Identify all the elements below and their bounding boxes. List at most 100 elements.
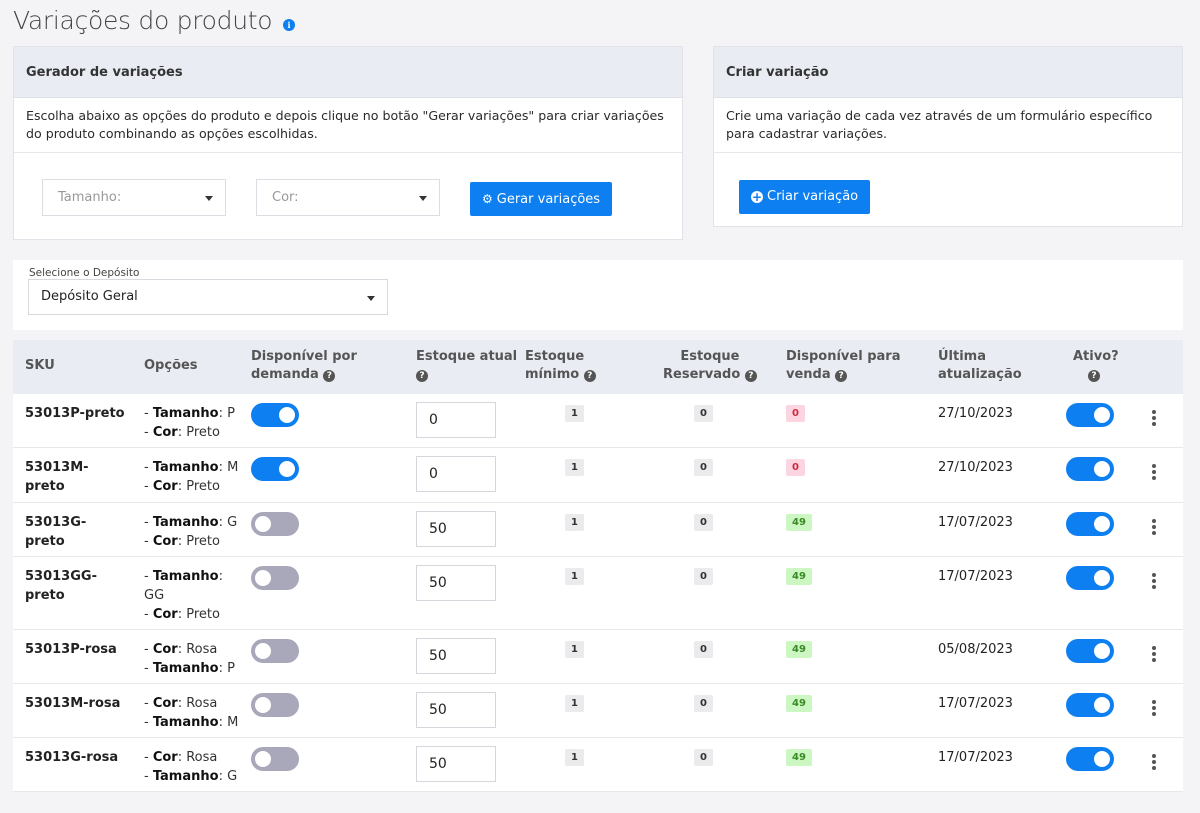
th-available: Disponível para venda ? [786, 348, 900, 384]
th-stock: Estoque atual? [416, 348, 517, 384]
option-value: : M [218, 715, 239, 730]
option-key: Tamanho [152, 569, 219, 584]
stock-input[interactable]: 50 [416, 638, 496, 674]
more-options-icon[interactable] [1149, 410, 1159, 428]
on-demand-toggle[interactable] [251, 403, 299, 427]
on-demand-toggle[interactable] [251, 639, 299, 663]
available-badge: 0 [786, 459, 805, 476]
question-icon[interactable]: ? [583, 370, 596, 382]
on-demand-toggle[interactable] [251, 566, 299, 590]
active-toggle[interactable] [1066, 403, 1114, 427]
option-key: Cor [152, 425, 178, 440]
option-key: Tamanho [152, 460, 219, 475]
deposit-label: Selecione o Depósito [29, 267, 140, 279]
generate-variations-button[interactable]: ⚙ Gerar variações [470, 182, 613, 216]
sku-line1: 53013M- [25, 460, 89, 475]
sku-cell: 53013G-rosa [25, 748, 125, 767]
sku-line1: 53013M-rosa [25, 696, 121, 711]
question-icon[interactable]: ? [416, 370, 428, 382]
th-min-line2: mínimo [525, 367, 580, 382]
reserved-stock-badge: 0 [694, 749, 713, 766]
table-body: 53013P-preto - Tamanho: P- Cor: Preto 0 1 0 0… [13, 394, 1183, 792]
active-toggle[interactable] [1066, 512, 1114, 536]
min-stock-badge: 1 [565, 695, 584, 712]
th-on-demand-line1: Disponível por [251, 349, 357, 364]
toggle-knob [1094, 570, 1110, 586]
min-stock-badge: 1 [565, 749, 584, 766]
more-options-icon[interactable] [1149, 754, 1159, 772]
options-cell: - Cor: Rosa - Tamanho: P [144, 642, 235, 676]
stock-input-value: 50 [429, 702, 447, 718]
active-toggle[interactable] [1066, 457, 1114, 481]
sku-line1: 53013G-rosa [25, 750, 119, 765]
sku-line2: preto [25, 588, 65, 603]
question-icon[interactable]: ? [323, 370, 336, 382]
create-variation-button[interactable]: + Criar variação [739, 180, 871, 214]
on-demand-toggle[interactable] [251, 747, 299, 771]
stock-input[interactable]: 50 [416, 511, 496, 547]
caret-down-icon [419, 196, 427, 201]
on-demand-toggle[interactable] [251, 693, 299, 717]
th-min-line1: Estoque [525, 349, 585, 364]
question-icon[interactable]: ? [835, 370, 848, 382]
active-toggle[interactable] [1066, 639, 1114, 663]
option-key: Cor [152, 642, 178, 657]
options-cell: - Cor: Rosa - Tamanho: G [144, 750, 238, 784]
toggle-knob [255, 643, 271, 659]
th-options-label: Opções [144, 358, 198, 373]
question-icon[interactable]: ? [1088, 370, 1100, 382]
option-value: : Preto [177, 607, 220, 622]
option-key: Tamanho [152, 769, 219, 784]
generate-variations-label: Gerar variações [496, 192, 601, 207]
stock-input[interactable]: 50 [416, 746, 496, 782]
th-sku: SKU [25, 357, 55, 375]
generator-description: Escolha abaixo as opções do produto e de… [14, 98, 682, 153]
on-demand-toggle[interactable] [251, 512, 299, 536]
th-min: Estoque mínimo ? [525, 348, 596, 384]
more-options-icon[interactable] [1149, 646, 1159, 664]
active-toggle[interactable] [1066, 566, 1114, 590]
question-icon[interactable]: ? [744, 370, 757, 382]
options-cell: - Tamanho: M- Cor: Preto [144, 460, 239, 494]
plus-circle-icon: + [751, 190, 763, 204]
stock-input[interactable]: 0 [416, 456, 496, 492]
table-row: 53013M-rosa - Cor: Rosa - Tamanho: M 50 1 0 49… [13, 684, 1183, 738]
create-variation-label: Criar variação [767, 189, 859, 204]
updated-date: 27/10/2023 [938, 460, 1013, 475]
th-available-line1: Disponível para [786, 349, 901, 364]
table-row: 53013P-rosa - Cor: Rosa - Tamanho: P 50 1 0 49… [13, 630, 1183, 684]
info-icon[interactable]: i [282, 19, 295, 31]
active-toggle[interactable] [1066, 693, 1114, 717]
toggle-knob [1094, 407, 1110, 423]
stock-input[interactable]: 0 [416, 402, 496, 438]
table-row: 53013GG-preto - Tamanho: GG - Cor: Preto 50 1… [13, 557, 1183, 630]
more-options-icon[interactable] [1149, 700, 1159, 718]
option-value: : [218, 569, 223, 584]
toggle-knob [255, 697, 271, 713]
updated-date: 05/08/2023 [938, 642, 1013, 657]
option-key: Tamanho [152, 715, 219, 730]
create-title: Criar variação [714, 47, 1182, 98]
page-title: Variações do produto i [13, 6, 295, 35]
th-reserved-line2: Reservado [663, 367, 741, 382]
on-demand-toggle[interactable] [251, 457, 299, 481]
toggle-knob [1094, 751, 1110, 767]
reserved-stock-badge: 0 [694, 459, 713, 476]
options-cell: - Tamanho: P- Cor: Preto [144, 406, 235, 440]
more-options-icon[interactable] [1149, 519, 1159, 537]
stock-input-value: 50 [429, 521, 447, 537]
updated-date: 17/07/2023 [938, 696, 1013, 711]
th-on-demand: Disponível por demanda ? [251, 348, 357, 384]
color-select[interactable]: Cor: [256, 179, 440, 216]
stock-input[interactable]: 50 [416, 565, 496, 601]
option-value: : Preto [177, 425, 220, 440]
options-cell: - Tamanho: GG - Cor: Preto [144, 569, 223, 622]
size-select[interactable]: Tamanho: [42, 179, 226, 216]
sku-line2: preto [25, 534, 65, 549]
deposit-select[interactable]: Depósito Geral [28, 279, 388, 315]
more-options-icon[interactable] [1149, 573, 1159, 591]
active-toggle[interactable] [1066, 747, 1114, 771]
more-options-icon[interactable] [1149, 464, 1159, 482]
stock-input-value: 50 [429, 756, 447, 772]
stock-input[interactable]: 50 [416, 692, 496, 728]
